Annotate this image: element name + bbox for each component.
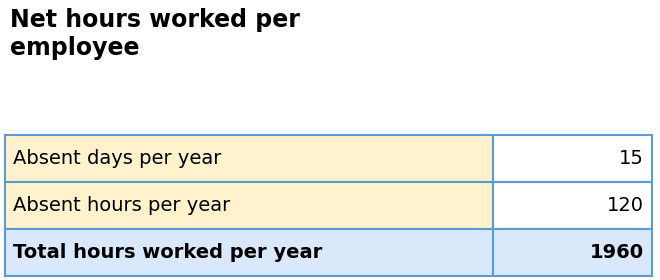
Text: 120: 120 [607, 196, 644, 215]
Bar [5, 135, 494, 182]
Bar [5, 229, 494, 276]
Bar [494, 135, 652, 182]
Text: Absent days per year: Absent days per year [13, 149, 221, 168]
Text: Net hours worked per
employee: Net hours worked per employee [10, 8, 300, 60]
Bar [494, 229, 652, 276]
Text: 1960: 1960 [590, 243, 644, 262]
Bar [5, 182, 494, 229]
Bar [494, 182, 652, 229]
Text: 15: 15 [619, 149, 644, 168]
Text: Total hours worked per year: Total hours worked per year [13, 243, 322, 262]
Text: Absent hours per year: Absent hours per year [13, 196, 230, 215]
